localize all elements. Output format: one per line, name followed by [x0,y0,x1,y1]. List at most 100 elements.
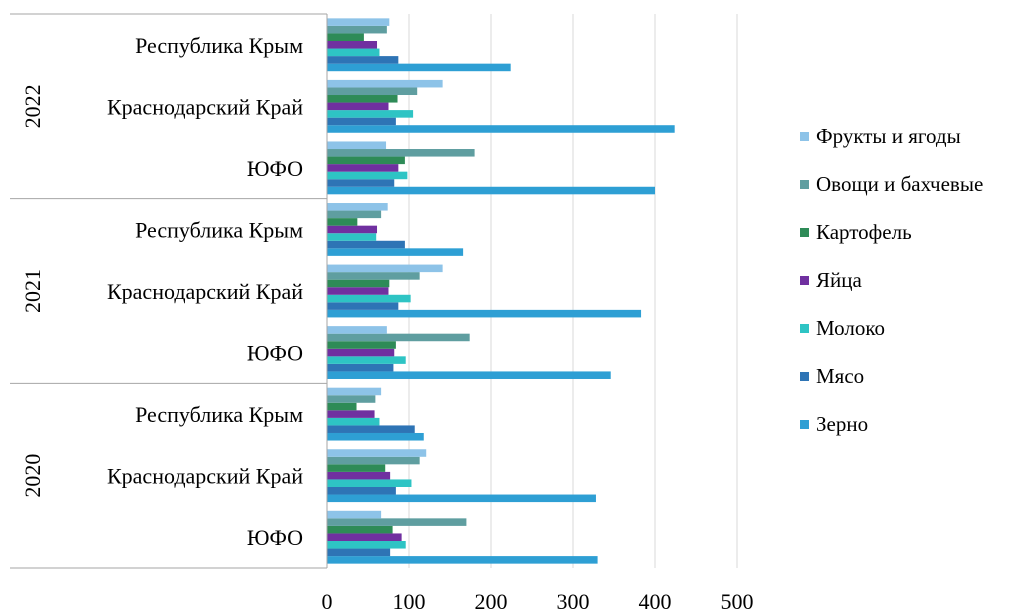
bar [327,494,596,503]
bar [327,87,418,96]
bar [327,402,357,411]
legend-item: Яйца [800,256,983,304]
bar [327,525,393,534]
legend-swatch [800,227,809,237]
bar [327,341,396,349]
bar [327,164,399,172]
bar [327,203,388,211]
bar [327,309,642,318]
bar [327,149,475,157]
x-tick-label: 100 [393,589,426,610]
category-label: Краснодарский Край [107,94,303,119]
legend-swatch [800,275,809,285]
bar [327,333,470,342]
x-tick-label: 300 [557,589,590,610]
category-label: ЮФО [247,341,303,366]
bar [327,171,408,180]
legend-swatch [800,419,809,429]
bar [327,33,364,42]
bar [327,63,511,72]
legend-item: Картофель [800,208,983,256]
bar [327,449,427,457]
category-label: Республика Крым [135,33,303,58]
legend-swatch [800,131,809,141]
bar [327,264,443,273]
legend-item: Мясо [800,352,983,400]
legend-label: Фрукты и ягоды [816,123,961,148]
bar [327,248,464,256]
bar [327,510,382,519]
bar [327,326,387,334]
bar [327,48,380,57]
bar [327,356,406,364]
bar [327,210,382,219]
legend-label: Яйца [816,267,862,292]
bar [327,156,405,165]
bar [327,471,391,480]
bar [327,125,675,133]
bar [327,371,611,379]
category-label: ЮФО [247,156,303,181]
bar [327,548,391,557]
legend-label: Зерно [816,411,869,436]
bar [327,363,394,372]
bar [327,41,378,49]
legend: Фрукты и ягоды Овощи и бахчевые Картофель Я… [800,112,983,448]
bar [327,102,389,111]
bar [327,272,420,280]
x-tick-label: 400 [639,589,672,610]
bar [327,302,399,310]
bar [327,486,396,495]
bar [327,417,380,426]
bar [327,387,382,396]
bar [327,79,443,88]
legend-label: Картофель [816,219,912,244]
bar [327,518,467,526]
category-label: Республика Крым [135,217,303,242]
bar [327,225,378,234]
bar [327,141,387,150]
bar [327,179,395,187]
legend-label: Молоко [816,315,885,340]
bar [327,533,402,541]
bar [327,233,377,241]
legend-swatch [800,179,809,189]
bar [327,18,390,26]
legend-item: Фрукты и ягоды [800,112,983,160]
bar [327,410,375,418]
group-label: 2022 [20,84,45,128]
category-label: Краснодарский Край [107,279,303,304]
bar [327,556,598,564]
bar [327,110,414,118]
legend-item: Овощи и бахчевые [800,160,983,208]
bar [327,464,386,472]
legend-item: Зерно [800,400,983,448]
bar [327,186,655,195]
legend-item: Молоко [800,304,983,352]
x-tick-label: 500 [721,589,754,610]
x-tick-label: 200 [475,589,508,610]
bar [327,395,376,403]
bar [327,540,406,549]
legend-label: Овощи и бахчевые [816,171,984,196]
bar [327,425,415,433]
bar [327,117,396,126]
legend-label: Мясо [816,363,865,388]
legend-swatch [800,323,809,333]
bar [327,240,405,249]
category-label: Республика Крым [135,402,303,427]
bar [327,218,358,226]
bar [327,279,390,288]
x-tick-label: 0 [322,589,333,610]
category-label: ЮФО [247,525,303,550]
bar [327,479,412,487]
legend-swatch [800,371,809,381]
bar [327,456,420,465]
bar [327,25,387,34]
category-label: Краснодарский Край [107,464,303,489]
bar [327,287,389,295]
bar [327,294,411,303]
bar [327,432,424,441]
bar [327,348,395,357]
